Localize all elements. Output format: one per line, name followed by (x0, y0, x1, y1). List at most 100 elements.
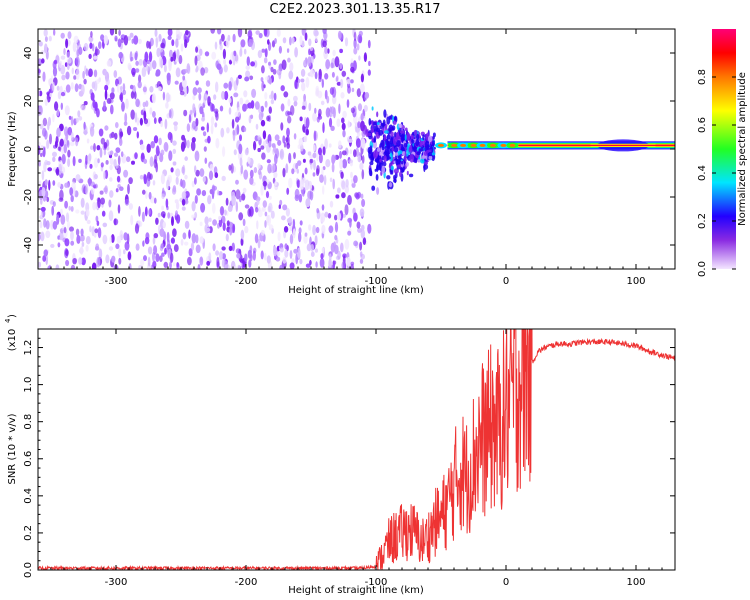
transition-blob (396, 140, 401, 147)
noise-blob (312, 172, 316, 177)
noise-blob (313, 130, 317, 142)
transition-blob (406, 170, 409, 176)
noise-blob (360, 120, 365, 132)
noise-blob (255, 207, 259, 213)
noise-blob (242, 103, 247, 112)
noise-blob (267, 163, 272, 174)
noise-blob (38, 41, 43, 47)
noise-blob (63, 144, 67, 154)
noise-blob (44, 43, 48, 54)
noise-blob (288, 152, 292, 164)
noise-blob (173, 121, 179, 126)
noise-blob (245, 70, 251, 79)
noise-blob (95, 215, 99, 222)
noise-blob (134, 152, 138, 160)
noise-blob (96, 256, 101, 268)
noise-blob (96, 220, 100, 227)
transition-blob (404, 127, 408, 132)
noise-blob (65, 84, 71, 93)
noise-blob (332, 178, 336, 190)
noise-blob (161, 205, 165, 211)
noise-blob (330, 106, 335, 115)
noise-blob (322, 122, 325, 134)
noise-blob (305, 128, 309, 136)
band-knot-core (451, 143, 457, 147)
noise-blob (182, 232, 187, 240)
transition-blob (384, 130, 389, 134)
noise-blob (300, 68, 306, 77)
noise-blob (298, 232, 302, 243)
noise-blob (364, 92, 370, 99)
noise-blob (261, 206, 266, 212)
noise-blob (208, 217, 212, 222)
snr-x-tick-label: -300 (105, 577, 128, 588)
noise-blob (172, 228, 177, 238)
noise-blob (178, 31, 183, 37)
noise-blob (130, 109, 135, 120)
noise-blob (47, 121, 50, 131)
noise-blob (197, 87, 202, 94)
noise-blob (191, 214, 196, 219)
noise-blob (257, 135, 261, 141)
noise-blob (193, 107, 197, 114)
noise-blob (235, 116, 240, 123)
noise-blob (328, 253, 332, 261)
noise-blob (231, 195, 236, 206)
noise-blob (194, 195, 198, 204)
noise-blob (168, 150, 173, 161)
noise-blob (339, 48, 343, 54)
noise-blob (262, 130, 267, 140)
noise-blob (196, 188, 202, 196)
transition-blob (420, 146, 424, 152)
noise-blob (304, 179, 310, 191)
noise-blob (276, 68, 282, 76)
noise-blob (75, 117, 79, 123)
noise-blob (221, 215, 226, 224)
noise-blob (247, 30, 253, 39)
noise-blob (104, 185, 108, 195)
noise-blob (323, 175, 327, 186)
noise-blob (217, 29, 222, 35)
noise-blob (109, 150, 114, 155)
noise-blob (50, 75, 54, 84)
noise-blob (238, 143, 243, 155)
noise-blob (320, 100, 325, 106)
transition-blob (391, 146, 394, 152)
noise-blob (80, 228, 84, 237)
noise-blob (164, 247, 167, 255)
noise-blob (120, 37, 124, 44)
noise-blob (225, 233, 229, 242)
noise-blob (144, 51, 149, 63)
noise-blob (344, 238, 350, 250)
noise-blob (157, 86, 162, 92)
noise-blob (321, 247, 325, 254)
band-knot-core (509, 143, 516, 147)
noise-blob (181, 206, 186, 211)
noise-blob (73, 35, 79, 44)
noise-blob (347, 138, 353, 143)
noise-blob (58, 163, 62, 175)
noise-blob (134, 112, 138, 123)
noise-blob (350, 79, 354, 84)
noise-blob (40, 152, 43, 157)
noise-blob (165, 102, 169, 109)
noise-blob (288, 177, 293, 188)
noise-blob (40, 206, 46, 212)
noise-blob (319, 174, 324, 183)
noise-blob (294, 188, 300, 199)
noise-blob (286, 142, 291, 149)
noise-blob (257, 238, 261, 249)
noise-blob (110, 104, 114, 115)
noise-blob (215, 138, 220, 149)
noise-blob (234, 127, 238, 136)
noise-blob (321, 78, 324, 88)
noise-blob (139, 117, 143, 126)
noise-blob (327, 213, 332, 219)
noise-blob (335, 194, 340, 199)
noise-blob (232, 130, 236, 142)
noise-blob (115, 164, 119, 169)
noise-blob (246, 56, 250, 66)
noise-blob (85, 209, 90, 217)
noise-blob (264, 100, 268, 108)
